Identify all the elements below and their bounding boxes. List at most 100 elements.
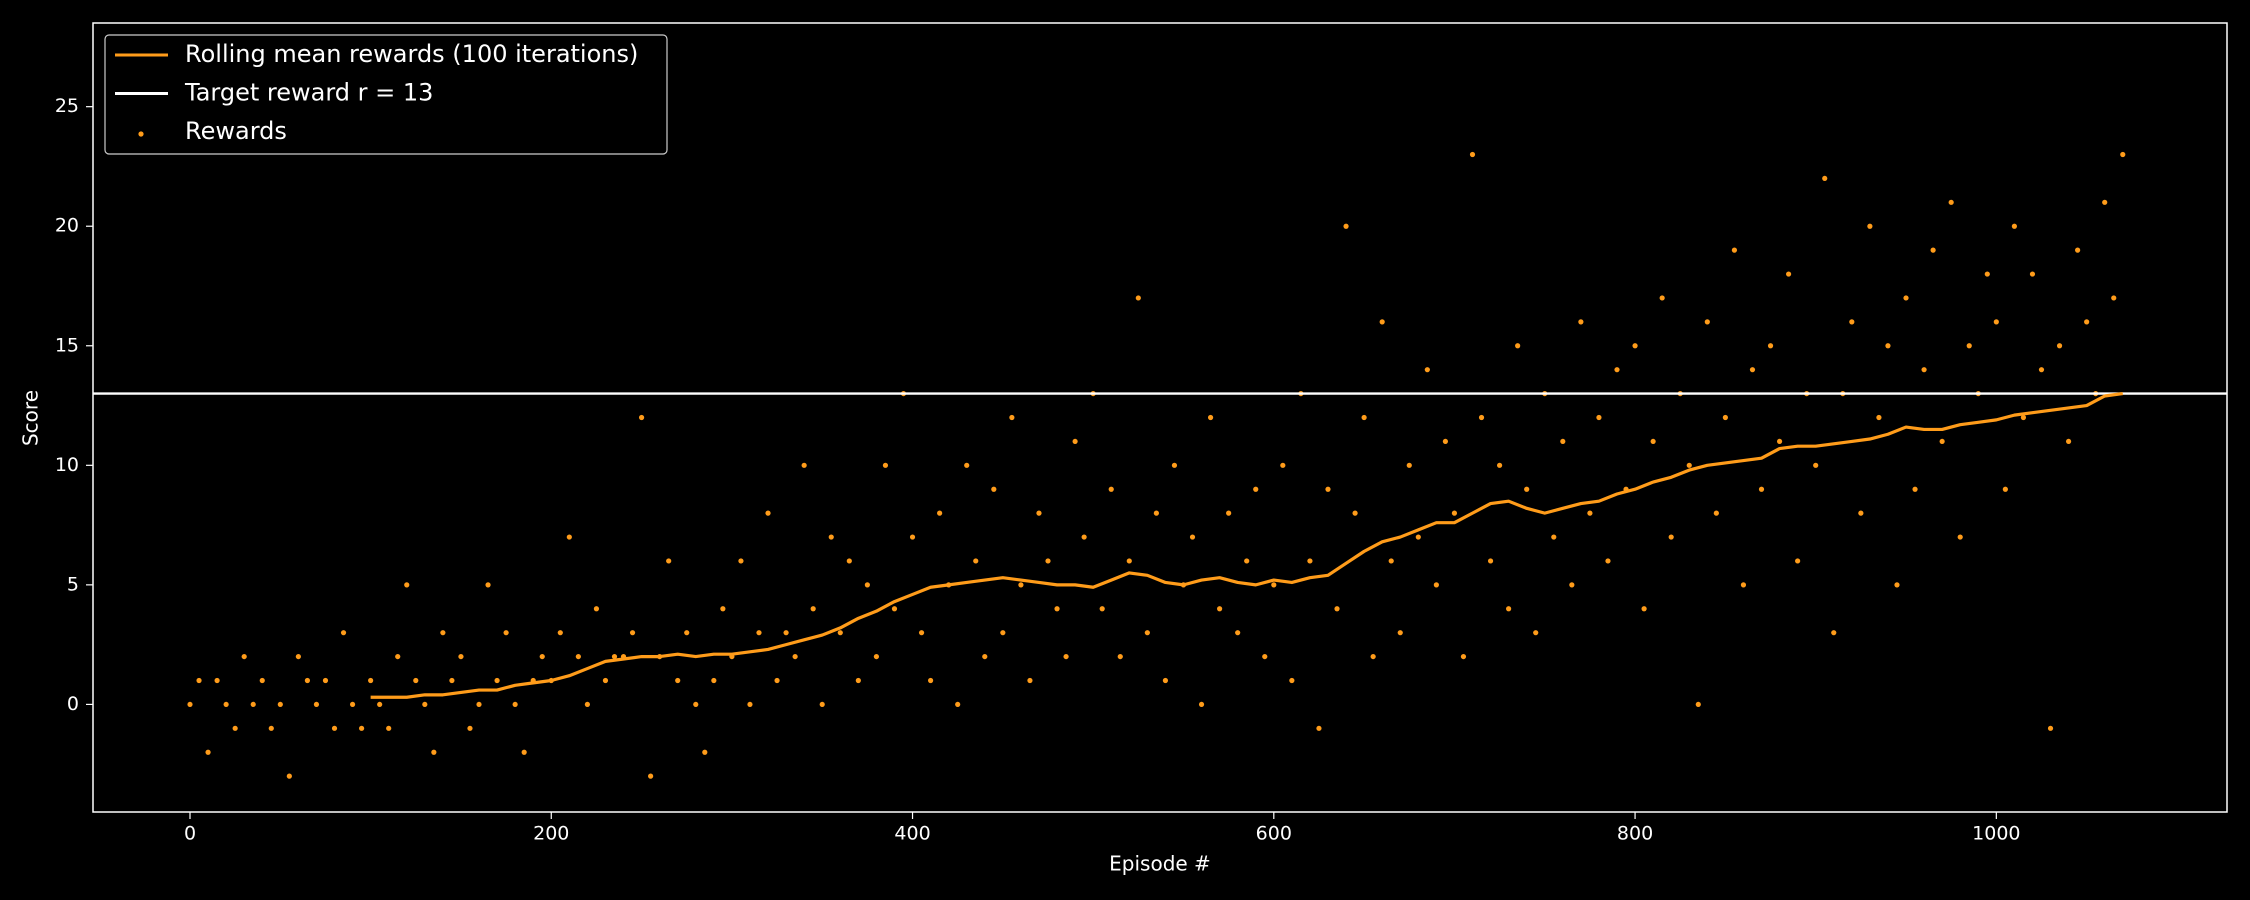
reward-point — [1822, 175, 1828, 182]
x-tick-label: 600 — [1256, 823, 1292, 845]
reward-point — [1831, 630, 1837, 636]
reward-point — [566, 534, 572, 540]
x-tick-label: 400 — [894, 823, 930, 845]
reward-point — [2084, 319, 2090, 325]
reward-point — [1939, 438, 1945, 445]
reward-point — [223, 701, 229, 708]
reward-point — [1749, 367, 1756, 373]
rolling-mean-line — [370, 392, 2123, 699]
reward-point — [1722, 414, 1728, 421]
reward-point — [2102, 199, 2108, 205]
reward-point — [1876, 414, 1882, 421]
reward-point — [241, 653, 247, 660]
reward-point — [1704, 319, 1710, 325]
y-tick-label: 0 — [67, 693, 79, 715]
reward-point — [2065, 438, 2072, 445]
reward-point — [485, 582, 491, 588]
reward-point — [1587, 510, 1593, 516]
y-tick-label: 15 — [55, 334, 79, 356]
reward-point — [1135, 295, 1141, 301]
reward-point — [909, 534, 916, 540]
reward-point — [1596, 414, 1602, 421]
reward-point — [1108, 486, 1114, 492]
reward-point — [1361, 414, 1367, 421]
reward-point — [205, 749, 211, 755]
reward-point — [250, 701, 256, 708]
reward-point — [1867, 223, 1873, 229]
reward-point — [1533, 630, 1539, 636]
plot-frame — [92, 22, 2228, 813]
reward-point — [864, 582, 870, 588]
reward-point — [2038, 367, 2045, 373]
x-tick-label: 0 — [184, 823, 196, 845]
reward-point — [602, 677, 609, 684]
reward-point — [1045, 558, 1051, 564]
reward-point — [512, 701, 518, 708]
reward-point — [1000, 630, 1006, 636]
reward-point — [377, 701, 383, 708]
reward-point — [611, 653, 618, 660]
reward-point — [593, 606, 600, 612]
reward-point — [1849, 319, 1855, 325]
x-tick-label: 200 — [533, 823, 569, 845]
reward-point — [1316, 725, 1322, 731]
reward-point — [2029, 271, 2036, 277]
reward-point — [584, 701, 590, 708]
reward-point — [1289, 677, 1295, 684]
reward-point — [810, 606, 816, 612]
reward-point — [675, 677, 681, 684]
reward-point — [268, 725, 274, 731]
reward-point — [964, 462, 970, 468]
reward-point — [1469, 151, 1476, 158]
reward-point — [359, 725, 365, 731]
reward-point — [1063, 653, 1069, 660]
reward-point — [783, 630, 789, 636]
reward-point — [521, 749, 527, 755]
reward-point — [1379, 319, 1385, 325]
reward-point — [629, 630, 636, 636]
reward-point — [1054, 606, 1060, 612]
reward-point — [774, 677, 780, 684]
reward-point — [819, 701, 825, 708]
reward-point — [738, 558, 744, 564]
reward-point — [1009, 414, 1015, 421]
legend-label: Rewards — [185, 117, 287, 145]
reward-point — [747, 701, 753, 708]
reward-point — [1424, 367, 1430, 373]
reward-point — [331, 725, 338, 731]
reward-point — [1478, 414, 1485, 421]
reward-point — [1695, 701, 1701, 708]
reward-point — [1632, 343, 1638, 349]
reward-point — [1813, 462, 1819, 468]
reward-point — [720, 606, 726, 612]
reward-point — [1903, 295, 1909, 301]
reward-point — [1686, 462, 1692, 468]
reward-point — [1334, 606, 1340, 612]
reward-point — [2047, 725, 2054, 731]
reward-point — [1325, 486, 1331, 492]
reward-point — [1072, 438, 1078, 445]
reward-point — [349, 701, 356, 708]
reward-point — [1198, 701, 1205, 708]
reward-point — [1162, 677, 1169, 684]
reward-point — [1307, 558, 1313, 564]
reward-point — [1244, 558, 1250, 564]
reward-point — [295, 653, 301, 660]
reward-point — [792, 653, 798, 660]
reward-point — [991, 486, 997, 492]
reward-point — [1641, 606, 1647, 612]
reward-point — [1171, 462, 1178, 468]
reward-point — [1795, 558, 1801, 564]
reward-point — [187, 701, 193, 708]
x-tick-label: 800 — [1617, 823, 1653, 845]
reward-point — [1731, 247, 1738, 253]
reward-point — [973, 558, 979, 564]
reward-point — [1496, 462, 1503, 468]
reward-point — [1506, 606, 1512, 612]
reward-point — [1253, 486, 1259, 492]
reward-point — [1993, 319, 1999, 325]
reward-point — [1930, 247, 1936, 253]
y-tick-label: 25 — [55, 95, 79, 117]
reward-point — [1117, 653, 1123, 660]
